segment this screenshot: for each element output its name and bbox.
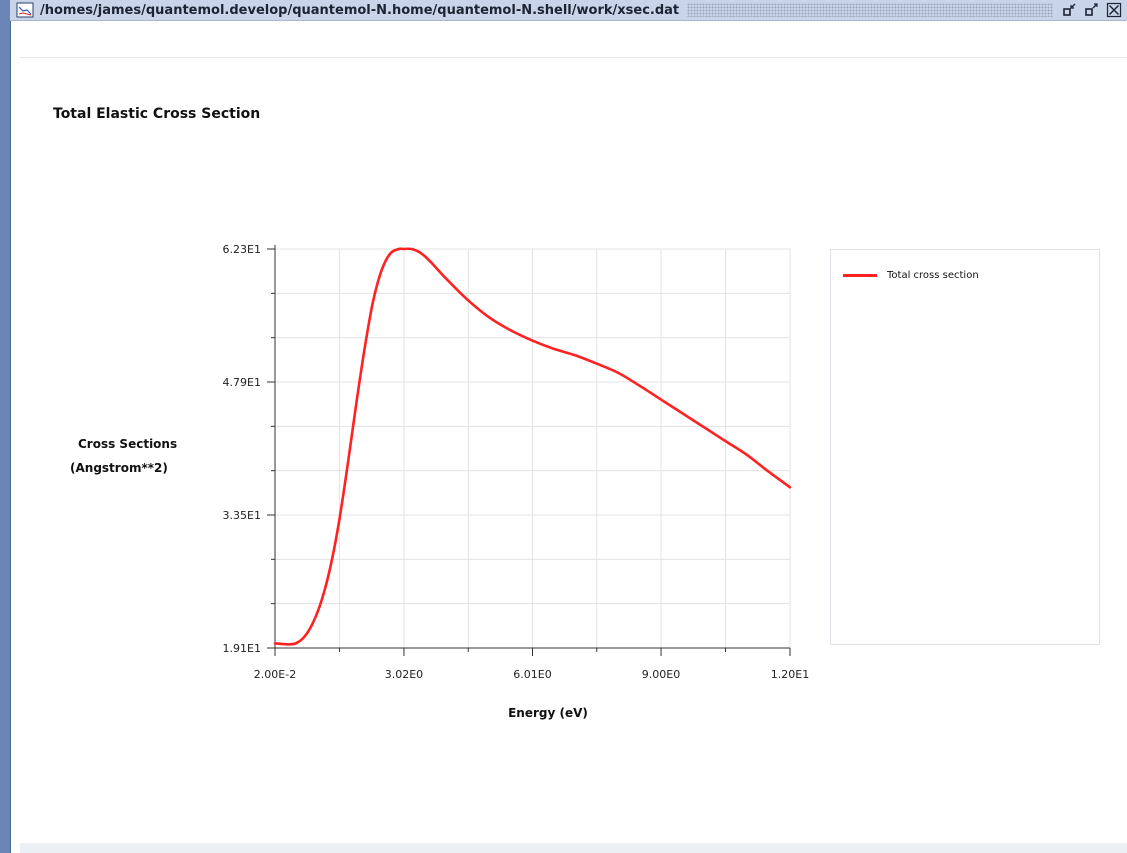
- x-tick-label: 1.20E1: [771, 668, 809, 681]
- y-tick-label: 3.35E1: [223, 509, 261, 522]
- y-tick-label: 1.91E1: [223, 642, 261, 655]
- restore-button[interactable]: [1061, 1, 1079, 19]
- restore-icon: [1063, 3, 1076, 16]
- chart-series: [273, 247, 792, 646]
- axis-ticks: 1.91E1 3.35E1 4.79E1 6.23E1 2.00E-2 3.02E0 6.0…: [223, 243, 810, 681]
- chart-legend: Total cross section: [830, 249, 1100, 645]
- chart-icon: [16, 2, 34, 18]
- legend-item: Total cross section: [843, 270, 979, 281]
- x-axis-label: Energy (eV): [508, 706, 588, 720]
- chart-title: Total Elastic Cross Section: [53, 106, 261, 122]
- x-tick-label: 6.01E0: [513, 668, 551, 681]
- series-line: [273, 247, 792, 646]
- window-frame-left: [0, 0, 11, 853]
- window-title: /homes/james/quantemol.develop/quantemol…: [40, 2, 680, 18]
- x-tick-label: 3.02E0: [385, 668, 423, 681]
- y-tick-label: 4.79E1: [223, 376, 261, 389]
- title-bar[interactable]: /homes/james/quantemol.develop/quantemol…: [10, 0, 1127, 21]
- maximize-button[interactable]: [1083, 1, 1101, 19]
- y-axis-label-line2: (Angstrom**2): [70, 461, 168, 475]
- maximize-icon: [1085, 3, 1098, 16]
- legend-swatch: [843, 274, 877, 277]
- y-axis-label-line1: Cross Sections: [78, 437, 178, 451]
- x-tick-label: 2.00E-2: [254, 668, 296, 681]
- grid-lines: [275, 248, 791, 648]
- close-icon: [1106, 2, 1122, 18]
- y-axis-label: Cross Sections (Angstrom**2): [70, 432, 220, 480]
- x-tick-label: 9.00E0: [642, 668, 680, 681]
- title-bar-grip: [687, 3, 1053, 17]
- legend-label: Total cross section: [887, 270, 979, 281]
- y-tick-label: 6.23E1: [223, 243, 261, 256]
- window-bottom-edge: [20, 843, 1127, 853]
- close-button[interactable]: [1105, 1, 1123, 19]
